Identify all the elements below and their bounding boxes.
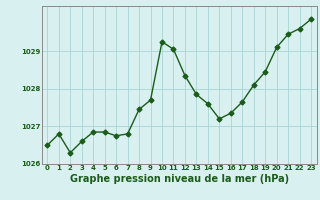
X-axis label: Graphe pression niveau de la mer (hPa): Graphe pression niveau de la mer (hPa) — [70, 174, 289, 184]
